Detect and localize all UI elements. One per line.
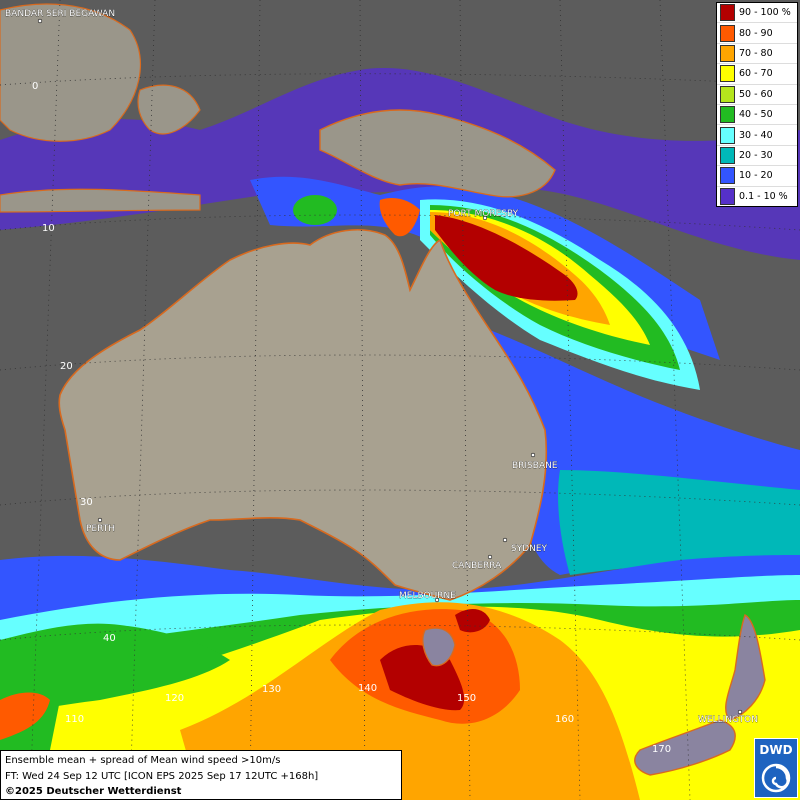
city-dot-perth [97,517,103,523]
legend-swatch [720,146,735,164]
legend-label: 80 - 90 [739,27,773,39]
legend-swatch [720,167,735,185]
borneo-land [0,3,141,142]
field-gulf-green [293,195,337,225]
legend-row: 90 - 100 % [717,3,797,24]
city-label-bandar: BANDAR SERI BEGAWAN [5,9,115,19]
city-dot-wellington [737,709,743,715]
cities: BANDAR SERI BEGAWAN PORT MORESBY BRISBAN… [5,9,758,725]
lon-label-130: 130 [262,684,281,695]
legend-row: 20 - 30 [717,146,797,167]
legend-row: 60 - 70 [717,64,797,85]
land-masses [0,3,766,776]
legend-row: 70 - 80 [717,44,797,65]
city-label-perth: PERTH [86,524,115,534]
city-label-melbourne: MELBOURNE [399,591,456,601]
city-label-port-moresby: PORT MORESBY [448,209,519,219]
nz-north-land [725,614,766,721]
lat-label-10: 10 [42,223,55,234]
nz-south-land [634,719,736,776]
lon-label-140: 140 [358,683,377,694]
field-east-coast-cyan [558,470,800,575]
caption-copyright: ©2025 Deutscher Wetterdienst [5,786,182,797]
field-coral-red [435,215,578,301]
lon-label-160: 160 [555,714,574,725]
dwd-swirl-icon [761,763,791,793]
field-bass-red [455,608,490,633]
caption-forecast-time: FT: Wed 24 Sep 12 UTC [ICON EPS 2025 Sep… [5,770,319,782]
legend-row: 30 - 40 [717,125,797,146]
city-dot-melbourne [434,597,440,603]
legend-row: 50 - 60 [717,85,797,105]
sulawesi-land [137,84,201,135]
legend-swatch [720,4,735,22]
legend-row: 10 - 20 [717,166,797,187]
lon-label-110: 110 [65,714,84,725]
legend-label: 70 - 80 [739,47,773,59]
city-label-canberra: CANBERRA [452,561,502,571]
city-dot-brisbane [530,452,536,458]
city-dot-sydney [502,537,508,543]
new-guinea-land [319,109,556,198]
dwd-logo: DWD [754,738,798,798]
legend-label: 60 - 70 [739,68,773,80]
tasmania-land [422,627,456,667]
field-southwest [0,623,230,720]
australia-land [58,229,548,601]
legend: 90 - 100 % 80 - 90 70 - 80 60 - 70 50 - 60 40… [716,2,798,207]
lon-label-170: 170 [652,744,671,755]
city-dot-canberra [487,554,493,560]
field-southwest-orange [0,692,50,740]
city-label-brisbane: BRISBANE [512,461,558,471]
lat-label-30: 30 [80,497,93,508]
legend-label: 0.1 - 10 % [739,190,788,202]
grid-labels: 0 10 20 30 40 110 120 130 140 150 160 17… [32,81,671,755]
lat-label-0: 0 [32,81,38,92]
caption-box: Ensemble mean + spread of Mean wind spee… [0,750,402,800]
legend-swatch [720,85,735,103]
legend-label: 90 - 100 % [739,7,791,19]
dwd-logo-text: DWD [759,743,793,757]
legend-row: 80 - 90 [717,23,797,44]
lon-label-150: 150 [457,693,476,704]
field-torres-red [379,198,420,237]
legend-label: 50 - 60 [739,88,773,100]
legend-swatch [720,106,735,124]
lat-label-20: 20 [60,361,73,372]
legend-label: 40 - 50 [739,109,773,121]
legend-row: 40 - 50 [717,105,797,126]
legend-swatch [720,24,735,42]
city-dot-bandar [37,18,43,24]
legend-row: 0.1 - 10 % [717,187,797,206]
nusa-tenggara-land [0,188,201,213]
legend-swatch [720,65,735,83]
legend-label: 30 - 40 [739,129,773,141]
lat-label-40: 40 [103,633,116,644]
city-label-sydney: SYDNEY [511,544,548,554]
city-dot-port-moresby [482,215,488,221]
city-label-wellington: WELLINGTON [698,715,758,725]
legend-label: 10 - 20 [739,170,773,182]
legend-label: 20 - 30 [739,149,773,161]
legend-swatch [720,187,735,205]
lon-label-120: 120 [165,693,184,704]
legend-swatch [720,126,735,144]
caption-title: Ensemble mean + spread of Mean wind spee… [5,755,281,766]
legend-swatch [720,44,735,62]
